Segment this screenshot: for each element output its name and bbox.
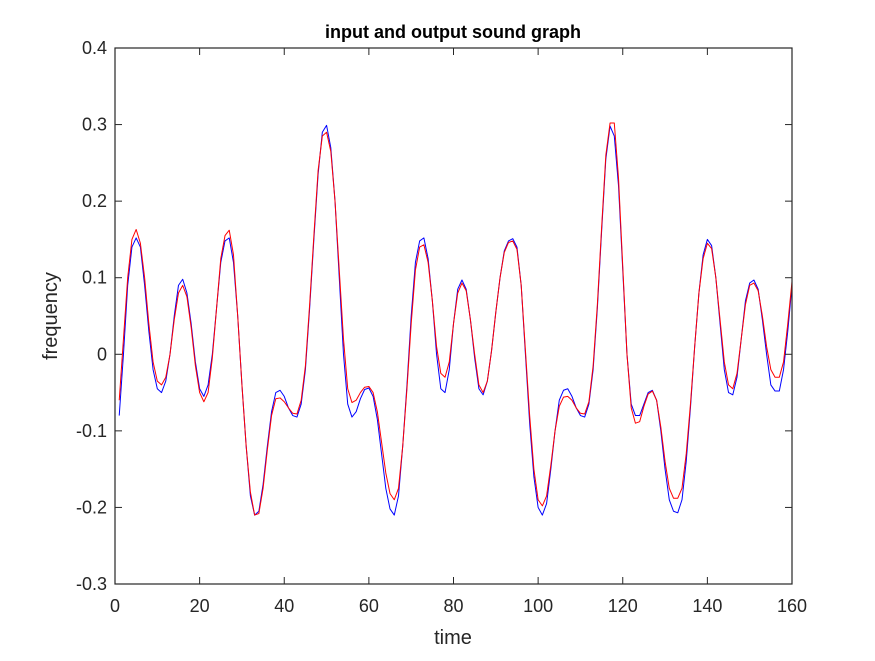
y-tick-label: 0.2 xyxy=(82,191,107,211)
x-tick-label: 80 xyxy=(443,596,463,616)
y-tick-label: -0.1 xyxy=(76,421,107,441)
x-tick-label: 60 xyxy=(359,596,379,616)
y-tick-label: 0.4 xyxy=(82,38,107,58)
x-tick-label: 40 xyxy=(274,596,294,616)
x-tick-label: 120 xyxy=(608,596,638,616)
y-tick-label: -0.3 xyxy=(76,574,107,594)
chart-title: input and output sound graph xyxy=(325,22,581,42)
plot-area: 0 20 40 60 80 100 120 140 160 -0.3 -0.2 -0.1 0 0.1 0.… xyxy=(76,38,807,616)
y-tick-label: 0.3 xyxy=(82,115,107,135)
series-line-output xyxy=(118,122,793,516)
y-tick-label: 0 xyxy=(97,344,107,364)
x-tick-label: 100 xyxy=(523,596,553,616)
y-axis: -0.3 -0.2 -0.1 0 0.1 0.2 0.3 0.4 xyxy=(76,38,792,594)
x-tick-label: 160 xyxy=(777,596,807,616)
x-tick-label: 140 xyxy=(692,596,722,616)
y-tick-label: -0.2 xyxy=(76,497,107,517)
x-axis-label: time xyxy=(434,627,472,649)
x-tick-label: 0 xyxy=(110,596,120,616)
y-tick-label: 0.1 xyxy=(82,268,107,288)
y-axis-label: frequency xyxy=(40,272,62,360)
series-layer xyxy=(118,122,793,516)
x-axis: 0 20 40 60 80 100 120 140 160 xyxy=(110,48,807,616)
x-tick-label: 20 xyxy=(190,596,210,616)
